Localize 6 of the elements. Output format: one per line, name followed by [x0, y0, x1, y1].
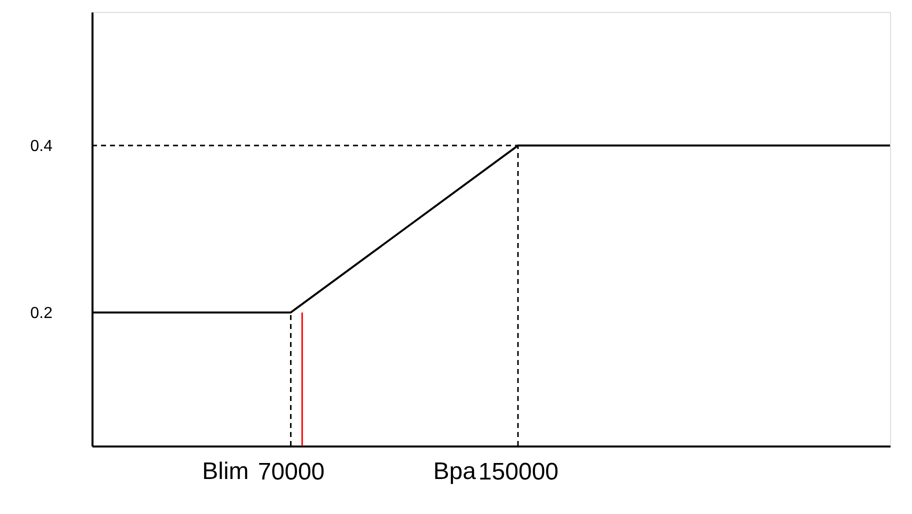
- x-tick-label: 70000: [258, 458, 325, 486]
- y-tick-label: 0.4: [30, 138, 53, 156]
- y-tick-label: 0.2: [30, 304, 53, 322]
- x-tick-label: 150000: [478, 458, 559, 486]
- text: Blim: [202, 458, 249, 485]
- text: Bpa: [433, 458, 477, 485]
